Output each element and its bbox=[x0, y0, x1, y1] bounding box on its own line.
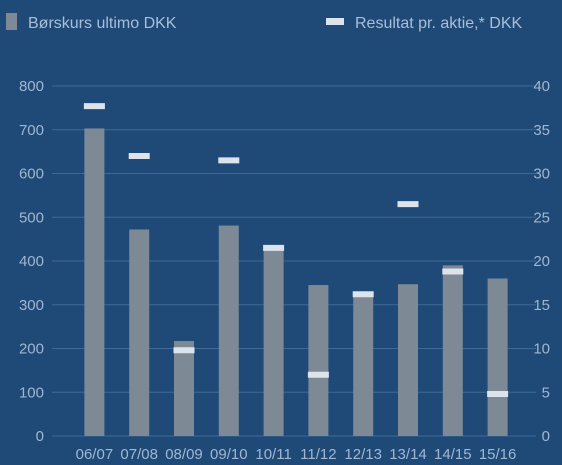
legend-label-marker: Resultat pr. aktie,* DKK bbox=[355, 15, 523, 32]
left-axis-ticks: 0 100 200 300 400 500 600 700 800 bbox=[19, 78, 44, 445]
x-tick-label: 13/14 bbox=[389, 446, 427, 463]
eps-marker bbox=[263, 244, 285, 251]
y-right-tick-label: 30 bbox=[533, 166, 550, 183]
x-tick-label: 08/09 bbox=[165, 446, 203, 463]
y-left-tick-label: 600 bbox=[19, 166, 44, 183]
eps-marker bbox=[442, 268, 464, 275]
y-left-tick-label: 700 bbox=[19, 122, 44, 139]
y-left-tick-label: 0 bbox=[36, 428, 44, 445]
eps-marker bbox=[352, 291, 374, 298]
x-tick-label: 06/07 bbox=[76, 446, 114, 463]
y-right-tick-label: 25 bbox=[533, 209, 550, 226]
y-left-tick-label: 500 bbox=[19, 209, 44, 226]
bar bbox=[129, 229, 150, 436]
x-tick-label: 15/16 bbox=[479, 446, 517, 463]
bar bbox=[174, 341, 194, 436]
right-axis-ticks: 0 5 10 15 20 25 30 35 40 bbox=[533, 78, 550, 445]
x-tick-label: 09/10 bbox=[210, 446, 248, 463]
bar bbox=[218, 225, 239, 436]
y-right-tick-label: 35 bbox=[533, 122, 550, 139]
legend-swatch-bar bbox=[6, 13, 17, 30]
x-tick-label: 10/11 bbox=[255, 446, 291, 463]
eps-marker bbox=[128, 153, 150, 159]
eps-marker bbox=[173, 347, 195, 354]
eps-marker bbox=[397, 201, 419, 208]
y-left-tick-label: 300 bbox=[19, 297, 44, 314]
legend-swatch-marker bbox=[326, 18, 344, 25]
bar-series bbox=[84, 128, 508, 436]
eps-marker bbox=[307, 371, 329, 378]
x-tick-label: 12/13 bbox=[344, 446, 382, 463]
gridlines bbox=[52, 85, 536, 437]
bar bbox=[84, 128, 105, 436]
eps-marker bbox=[487, 391, 509, 397]
bar bbox=[398, 284, 418, 436]
y-right-tick-label: 0 bbox=[542, 428, 550, 445]
x-tick-label: 11/12 bbox=[300, 446, 336, 463]
legend-label-bar: Børskurs ultimo DKK bbox=[28, 15, 177, 32]
bar bbox=[487, 278, 508, 436]
y-right-tick-label: 20 bbox=[533, 253, 550, 270]
legend: Børskurs ultimo DKK Resultat pr. aktie,*… bbox=[6, 13, 523, 32]
bar bbox=[353, 293, 374, 436]
y-left-tick-label: 200 bbox=[19, 341, 44, 358]
y-right-tick-label: 15 bbox=[533, 297, 550, 314]
eps-marker bbox=[218, 157, 240, 164]
marker-series bbox=[83, 103, 509, 397]
bar bbox=[308, 285, 329, 436]
y-left-tick-label: 800 bbox=[19, 78, 44, 95]
y-right-tick-label: 5 bbox=[542, 384, 550, 401]
x-tick-label: 14/15 bbox=[434, 446, 472, 463]
eps-marker bbox=[83, 103, 105, 110]
y-right-tick-label: 40 bbox=[533, 78, 550, 95]
y-left-tick-label: 400 bbox=[19, 253, 44, 270]
y-right-tick-label: 10 bbox=[533, 341, 550, 358]
x-axis-ticks: 06/07 07/08 08/09 09/10 10/11 11/12 12/13 13/14… bbox=[76, 446, 517, 463]
x-tick-label: 07/08 bbox=[120, 446, 158, 463]
bar bbox=[263, 249, 284, 436]
y-left-tick-label: 100 bbox=[19, 384, 44, 401]
bar bbox=[442, 265, 463, 436]
